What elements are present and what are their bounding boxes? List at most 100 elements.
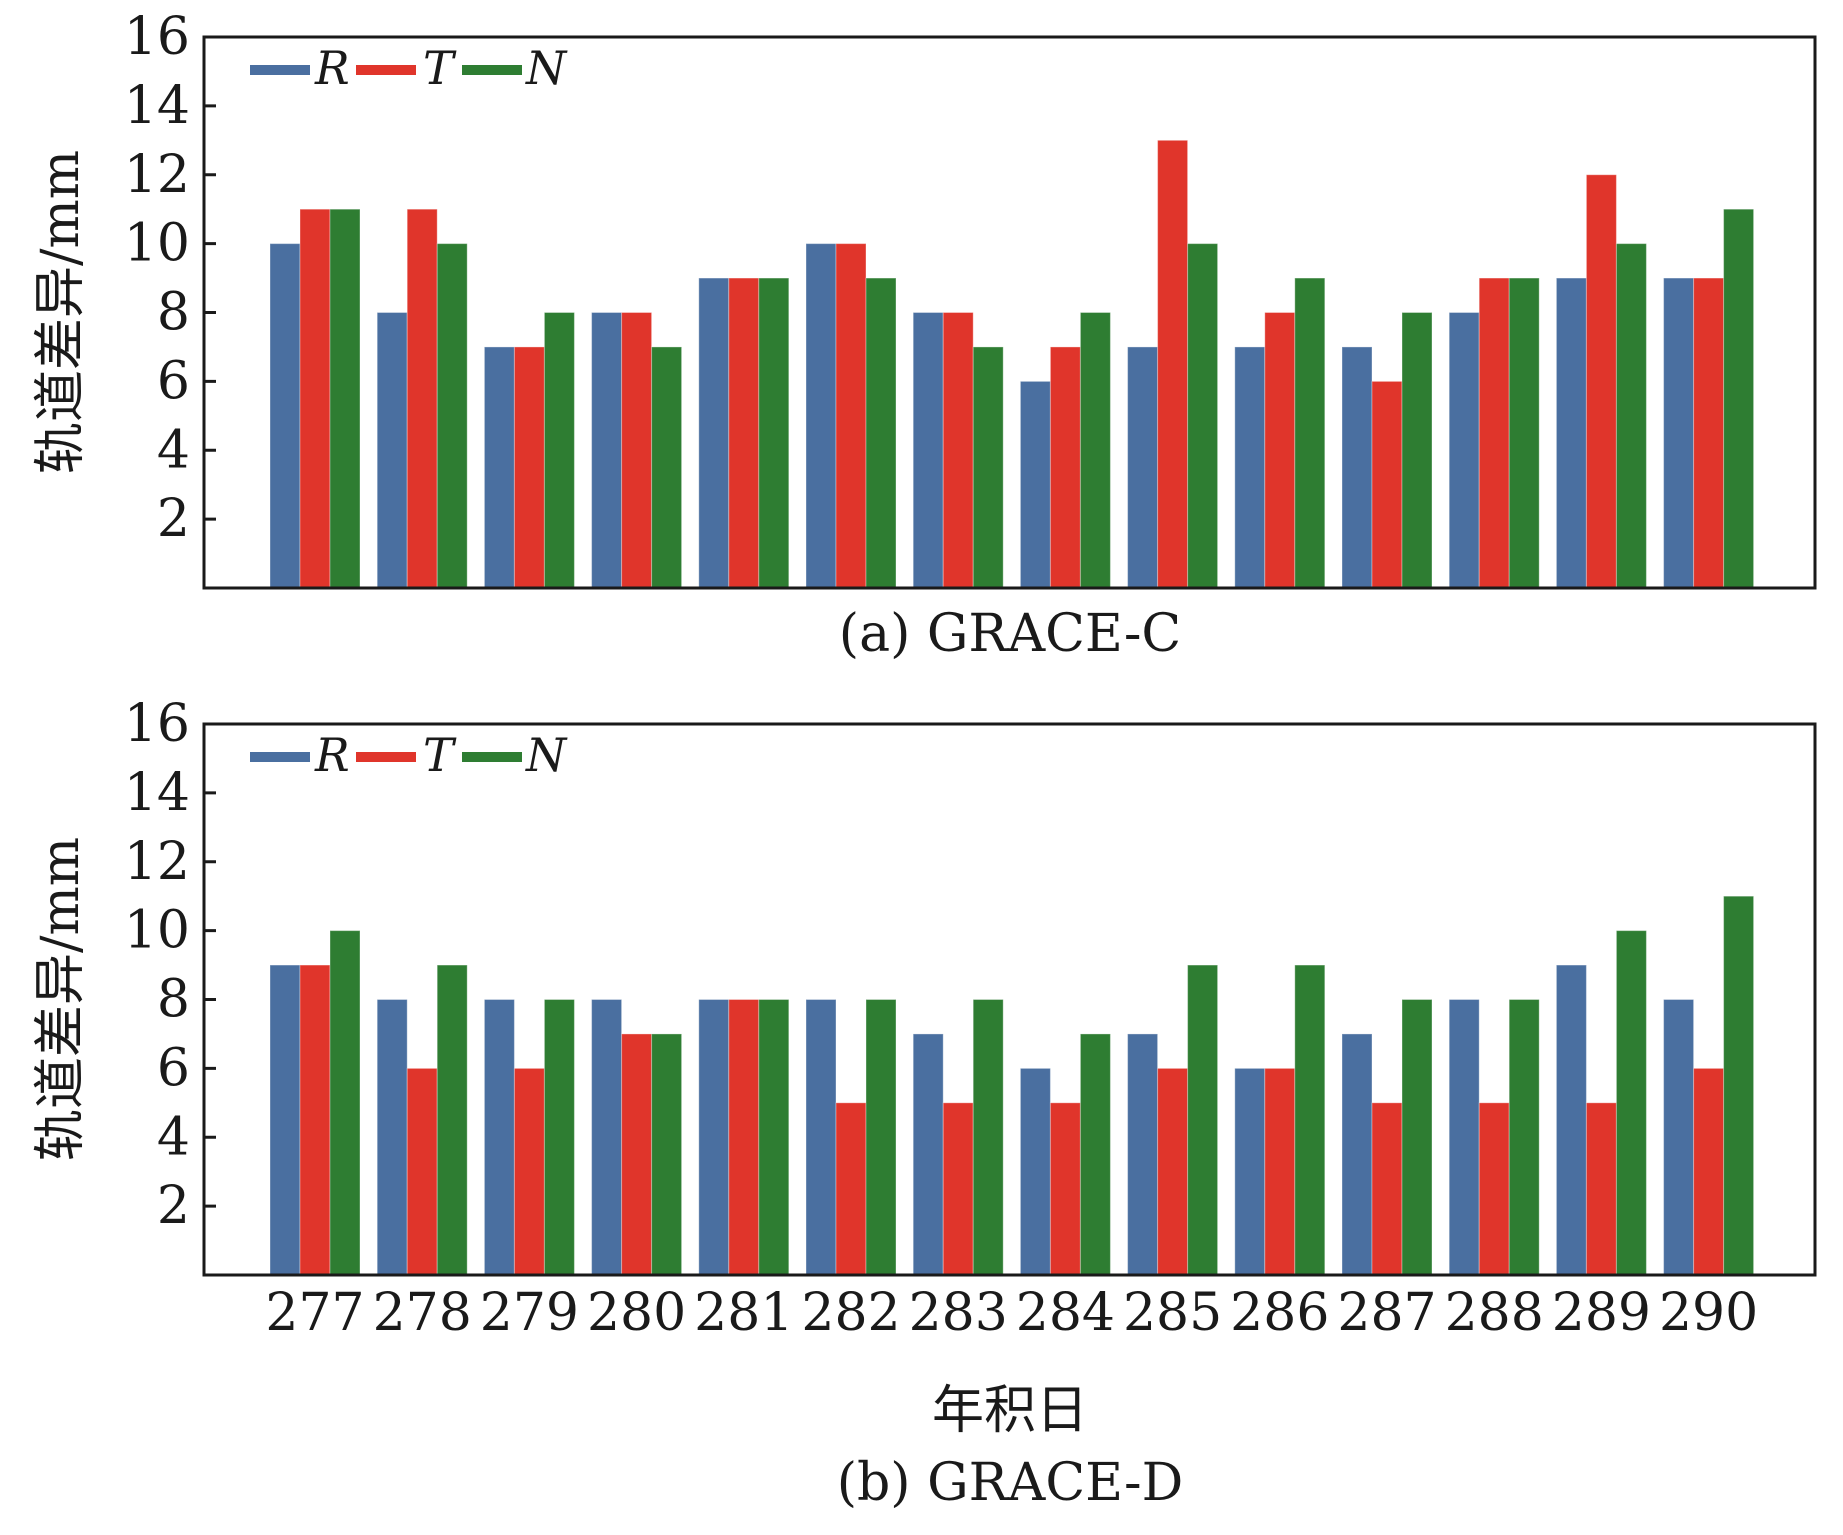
x-tick-label: 277 [265,1283,364,1343]
bar-R-284 [1019,1067,1051,1276]
bar-N-278 [436,964,468,1276]
bar-T-288 [1478,277,1510,589]
x-tick-label: 278 [373,1283,472,1343]
chart-panel-b: 2 4 6 8 10 12 14 16 轨道差异/mm 277 278 279 280 281 282 283… [31,694,1817,1513]
bar-N-279 [543,999,575,1276]
bar-N-284 [1079,1033,1111,1276]
bar-N-282 [865,999,897,1276]
bar-T-283 [942,312,974,589]
bar-N-284 [1079,312,1111,589]
y-tick-label: 16 [124,694,190,754]
bar-R-286 [1234,1067,1266,1276]
y-tick-label: 2 [157,1176,190,1236]
y-tick-label: 12 [124,832,190,892]
bar-R-278 [376,312,408,589]
bar-R-280 [591,312,623,589]
y-tick-label: 12 [124,145,190,205]
bar-T-289 [1585,1102,1617,1276]
bar-R-281 [698,277,730,589]
bar-R-290 [1663,999,1695,1276]
y-axis-title: 轨道差异/mm [31,837,91,1161]
x-tick-label: 287 [1337,1283,1436,1343]
legend-label-N: N [525,41,568,95]
bar-T-284 [1049,1102,1081,1276]
bar-N-280 [651,346,683,589]
bar-N-283 [972,346,1004,589]
bar-T-286 [1264,312,1296,589]
bar-N-287 [1401,999,1433,1276]
bar-R-282 [805,243,837,589]
bar-N-289 [1615,930,1647,1276]
bar-R-282 [805,999,837,1276]
bar-N-283 [972,999,1004,1276]
x-tick-label: 281 [694,1283,793,1343]
x-tick-label: 285 [1123,1283,1222,1343]
chart-panel-a: 2 4 6 8 10 12 14 16 轨道差异/mm R T N (a) GRACE-C [31,7,1817,664]
bar-R-279 [483,999,515,1276]
bar-N-278 [436,243,468,589]
x-tick-label: 283 [909,1283,1008,1343]
bar-T-283 [942,1102,974,1276]
bar-T-278 [406,208,438,589]
bar-N-285 [1187,243,1219,589]
y-tick-label: 4 [157,1107,190,1167]
bar-R-280 [591,999,623,1276]
y-tick-label: 8 [157,283,190,343]
bar-T-290 [1693,277,1725,589]
bar-T-288 [1478,1102,1510,1276]
y-tick-label: 6 [157,351,190,411]
x-tick-label: 286 [1230,1283,1329,1343]
bar-N-289 [1615,243,1647,589]
bar-T-280 [621,1033,653,1276]
bar-N-286 [1294,964,1326,1276]
y-tick-label: 14 [124,76,190,136]
bar-N-290 [1723,895,1755,1276]
bar-N-277 [329,930,361,1276]
y-tick-label: 16 [124,7,190,67]
x-tick-label: 280 [587,1283,686,1343]
bar-R-284 [1019,380,1051,589]
bar-N-288 [1508,999,1540,1276]
bar-N-288 [1508,277,1540,589]
bar-T-289 [1585,174,1617,589]
bar-R-287 [1341,1033,1373,1276]
x-tick-label: 290 [1659,1283,1758,1343]
bar-N-285 [1187,964,1219,1276]
bar-T-285 [1157,139,1189,589]
y-axis-title: 轨道差异/mm [31,150,91,474]
y-tick-label: 6 [157,1038,190,1098]
x-tick-label: 289 [1552,1283,1651,1343]
x-tick-label: 284 [1016,1283,1115,1343]
bar-N-277 [329,208,361,589]
y-tick-label: 10 [124,901,190,961]
bar-N-280 [651,1033,683,1276]
bar-R-279 [483,346,515,589]
bar-T-281 [728,999,760,1276]
bar-N-286 [1294,277,1326,589]
legend-label-N: N [525,728,568,782]
bar-R-290 [1663,277,1695,589]
bar-T-281 [728,277,760,589]
bar-T-277 [299,208,331,589]
bar-N-290 [1723,208,1755,589]
bar-R-277 [269,243,301,589]
bar-R-287 [1341,346,1373,589]
bar-R-285 [1127,346,1159,589]
bar-R-277 [269,964,301,1276]
legend-label-R: R [314,728,350,782]
bar-R-288 [1448,999,1480,1276]
bar-T-285 [1157,1067,1189,1276]
bar-N-281 [758,277,790,589]
bar-R-281 [698,999,730,1276]
bar-R-286 [1234,346,1266,589]
bar-N-282 [865,277,897,589]
bar-T-286 [1264,1067,1296,1276]
bar-R-278 [376,999,408,1276]
bar-T-287 [1371,380,1403,589]
bar-T-290 [1693,1067,1725,1276]
bar-T-279 [513,346,545,589]
bar-R-289 [1555,277,1587,589]
